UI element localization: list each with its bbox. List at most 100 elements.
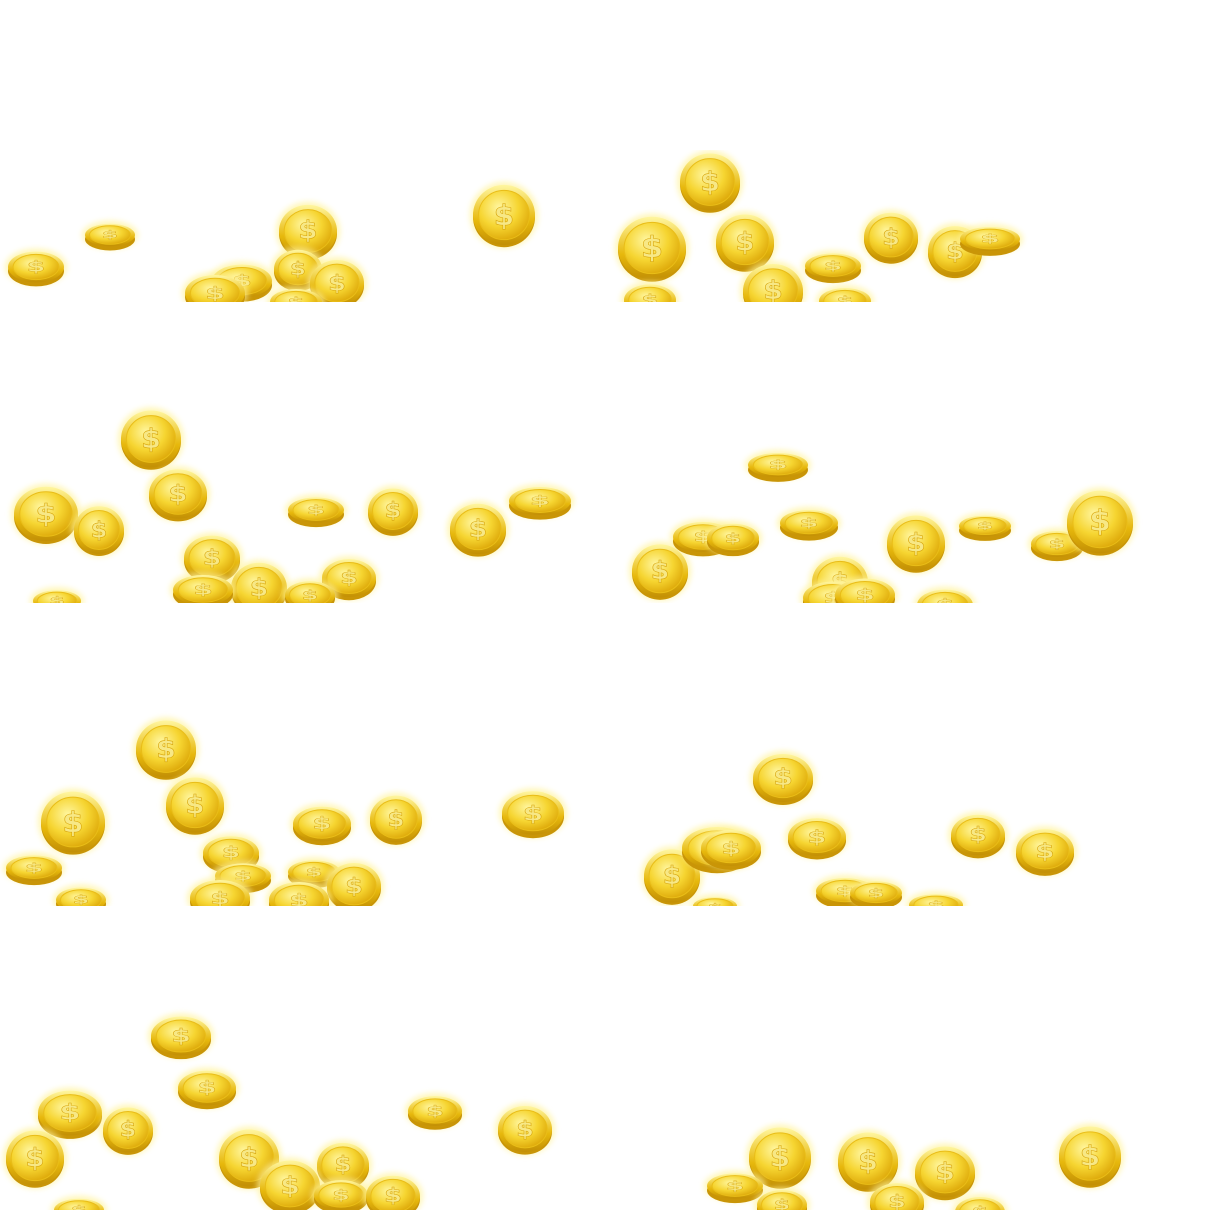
dollar-symbol-icon: $ <box>708 901 723 906</box>
dollar-symbol-icon: $ <box>1035 839 1054 864</box>
dollar-symbol-icon: $ <box>35 499 56 529</box>
dollar-symbol-icon: $ <box>980 232 1000 245</box>
dollar-symbol-icon: $ <box>888 1191 906 1210</box>
dollar-symbol-icon: $ <box>71 1204 88 1210</box>
dollar-symbol-icon: $ <box>205 283 225 302</box>
dollar-symbol-icon: $ <box>426 1103 444 1119</box>
dollar-symbol-icon: $ <box>726 1179 744 1193</box>
dollar-symbol-icon: $ <box>824 259 842 273</box>
dollar-symbol-icon: $ <box>721 838 741 858</box>
dollar-coin-icon: $ <box>777 506 841 541</box>
dollar-symbol-icon: $ <box>171 1025 191 1047</box>
dollar-symbol-icon: $ <box>972 1204 989 1210</box>
dollar-symbol-icon: $ <box>210 888 230 906</box>
dollar-coin-icon: $ <box>948 811 1008 859</box>
dollar-coin-icon: $ <box>957 224 1023 256</box>
dollar-symbol-icon: $ <box>289 890 309 906</box>
dollar-symbol-icon: $ <box>328 270 346 296</box>
coin-frame-canvas: $ $ $ $ $ $ $ $ $ $ $ $ $ $ <box>11 407 574 603</box>
dollar-symbol-icon: $ <box>836 294 853 302</box>
dollar-coin-icon: $ <box>82 220 138 251</box>
dollar-symbol-icon: $ <box>763 276 783 302</box>
dollar-coin-icon: $ <box>71 503 127 557</box>
dollar-symbol-icon: $ <box>302 587 319 603</box>
dollar-coin-icon: $ <box>621 281 679 302</box>
dollar-coin-icon: $ <box>181 532 243 584</box>
dollar-symbol-icon: $ <box>222 844 241 862</box>
dollar-symbol-icon: $ <box>27 258 46 275</box>
dollar-symbol-icon: $ <box>523 801 543 825</box>
dollar-coin-icon: $ <box>311 1177 371 1210</box>
dollar-coin-icon: $ <box>867 1180 927 1210</box>
dollar-symbol-icon: $ <box>91 517 108 543</box>
dollar-symbol-icon: $ <box>332 1187 350 1203</box>
dollar-symbol-icon: $ <box>1048 537 1065 552</box>
dollar-symbol-icon: $ <box>768 458 788 471</box>
dollar-coin-icon: $ <box>615 213 689 283</box>
dollar-coin-icon: $ <box>175 1067 239 1110</box>
dollar-coin-icon: $ <box>906 891 966 906</box>
dollar-coin-icon: $ <box>750 751 816 805</box>
dollar-symbol-icon: $ <box>234 869 252 883</box>
dollar-symbol-icon: $ <box>976 520 993 531</box>
dollar-symbol-icon: $ <box>59 1101 80 1125</box>
dollar-symbol-icon: $ <box>141 423 161 455</box>
dollar-symbol-icon: $ <box>855 586 875 603</box>
coin-frame-6: $$$$$$$$$$$ <box>605 740 1210 906</box>
dollar-symbol-icon: $ <box>345 873 363 899</box>
dollar-coin-icon: $ <box>146 466 210 522</box>
dollar-symbol-icon: $ <box>62 805 83 839</box>
dollar-coin-icon: $ <box>290 803 354 846</box>
dollar-coin-icon: $ <box>228 559 290 603</box>
dollar-coin-icon: $ <box>956 512 1014 541</box>
dollar-symbol-icon: $ <box>969 824 987 846</box>
dollar-coin-icon: $ <box>1013 826 1077 876</box>
dollar-symbol-icon: $ <box>469 515 488 542</box>
dollar-symbol-icon: $ <box>724 530 741 546</box>
dollar-coin-icon: $ <box>629 541 691 601</box>
dollar-symbol-icon: $ <box>516 1116 534 1142</box>
dollar-symbol-icon: $ <box>384 1185 402 1207</box>
dollar-coin-icon: $ <box>100 1104 156 1156</box>
dollar-coin-icon: $ <box>745 450 811 482</box>
dollar-coin-icon: $ <box>802 250 864 284</box>
dollar-coin-icon: $ <box>912 1143 978 1201</box>
dollar-symbol-icon: $ <box>663 861 682 890</box>
dollar-coin-icon: $ <box>257 1157 323 1210</box>
coin-frame-4: $$$$$$$$$$$$$ <box>605 440 1210 603</box>
dollar-symbol-icon: $ <box>305 865 322 878</box>
dollar-symbol-icon: $ <box>530 493 550 508</box>
dollar-coin-icon: $ <box>182 272 248 302</box>
dollar-symbol-icon: $ <box>307 503 325 517</box>
dollar-coin-icon: $ <box>11 483 81 545</box>
dollar-symbol-icon: $ <box>867 886 884 899</box>
dollar-symbol-icon: $ <box>882 223 900 250</box>
dollar-symbol-icon: $ <box>1089 505 1111 539</box>
dollar-symbol-icon: $ <box>700 166 720 198</box>
dollar-symbol-icon: $ <box>168 480 187 507</box>
dollar-symbol-icon: $ <box>156 733 176 765</box>
dollar-symbol-icon: $ <box>298 217 317 245</box>
dollar-coin-icon: $ <box>884 512 948 574</box>
dollar-coin-icon: $ <box>641 846 703 906</box>
dollar-coin-icon: $ <box>713 211 777 273</box>
dollar-symbol-icon: $ <box>290 258 306 279</box>
dollar-symbol-icon: $ <box>334 1153 351 1177</box>
dollar-coin-icon: $ <box>3 852 65 886</box>
coin-frame-3: $ $ $ $ $ $ $ $ $ $ $ $ $ $ <box>0 400 605 603</box>
dollar-symbol-icon: $ <box>102 229 119 241</box>
dollar-coin-icon: $ <box>276 201 340 261</box>
dollar-coin-icon: $ <box>53 884 109 906</box>
dollar-symbol-icon: $ <box>936 596 955 603</box>
dollar-coin-icon: $ <box>30 587 84 603</box>
dollar-coin-icon: $ <box>690 894 740 906</box>
dollar-coin-icon: $ <box>1064 487 1136 557</box>
dollar-coin-icon: $ <box>499 788 567 839</box>
dollar-symbol-icon: $ <box>651 556 670 585</box>
dollar-symbol-icon: $ <box>193 582 213 598</box>
dollar-coin-icon: $ <box>266 879 332 906</box>
dollar-coin-icon: $ <box>282 578 338 603</box>
dollar-symbol-icon: $ <box>185 790 204 820</box>
dollar-symbol-icon: $ <box>250 574 269 601</box>
dollar-symbol-icon: $ <box>927 899 945 906</box>
